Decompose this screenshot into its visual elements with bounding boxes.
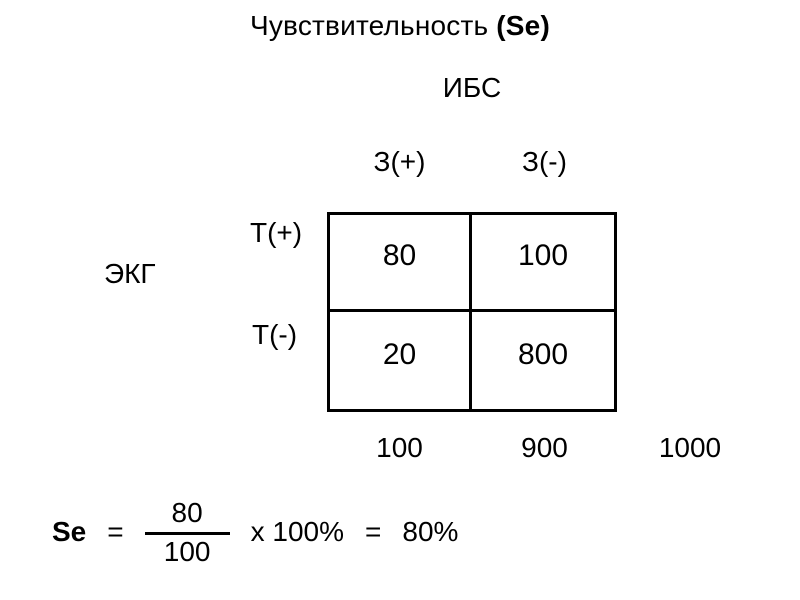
- row-header-test-negative: Т(-): [252, 319, 298, 350]
- page-title: Чувствительность (Se): [0, 10, 800, 42]
- test-label: ЭКГ: [104, 258, 156, 289]
- cell-true-positive: 80: [330, 215, 472, 312]
- disease-label: ИБС: [442, 72, 502, 103]
- col-header-disease-negative: З(-): [522, 146, 567, 177]
- contingency-table: 80 100 20 800: [327, 212, 617, 412]
- formula-equals-1: =: [107, 516, 124, 548]
- sensitivity-formula: Se = 80 100 x 100% = 80%: [52, 497, 459, 568]
- formula-equals-2: =: [365, 516, 382, 548]
- total-healthy: 900: [521, 432, 568, 463]
- row-header-test-positive: Т(+): [250, 217, 303, 248]
- formula-fraction: 80 100: [144, 497, 230, 568]
- cell-false-negative: 20: [330, 312, 472, 409]
- cell-true-negative: 800: [517, 337, 569, 371]
- formula-multiplier: x 100%: [250, 516, 345, 548]
- page-title-text: Чувствительность: [250, 10, 497, 41]
- col-header-disease-positive: З(+): [373, 146, 426, 177]
- cell-false-positive: 100: [472, 215, 614, 312]
- page-title-abbreviation: (Se): [496, 10, 550, 41]
- formula-result: 80%: [402, 516, 459, 548]
- formula-lhs: Se: [52, 516, 87, 548]
- total-grand: 1000: [658, 432, 722, 463]
- fraction-numerator: 80: [144, 497, 230, 535]
- fraction-denominator: 100: [163, 535, 211, 567]
- total-diseased: 100: [376, 432, 423, 463]
